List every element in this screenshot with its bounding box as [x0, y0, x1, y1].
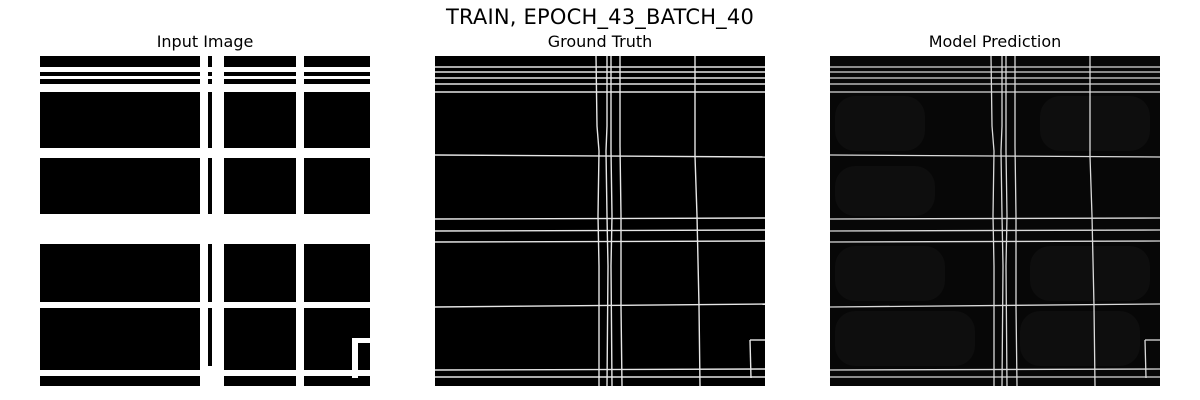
- panel-ground-truth: Ground Truth: [435, 32, 765, 386]
- panel-input-image: Input Image: [40, 32, 370, 386]
- panel-model-prediction: Model Prediction: [830, 32, 1160, 386]
- panel-title-input: Input Image: [156, 32, 254, 51]
- model-prediction-image: [830, 56, 1160, 386]
- panel-title-model-prediction: Model Prediction: [928, 32, 1062, 51]
- ground-truth-image: [435, 56, 765, 386]
- input-image: [40, 56, 370, 386]
- panel-title-ground-truth: Ground Truth: [547, 32, 653, 51]
- figure-title: TRAIN, EPOCH_43_BATCH_40: [445, 5, 755, 29]
